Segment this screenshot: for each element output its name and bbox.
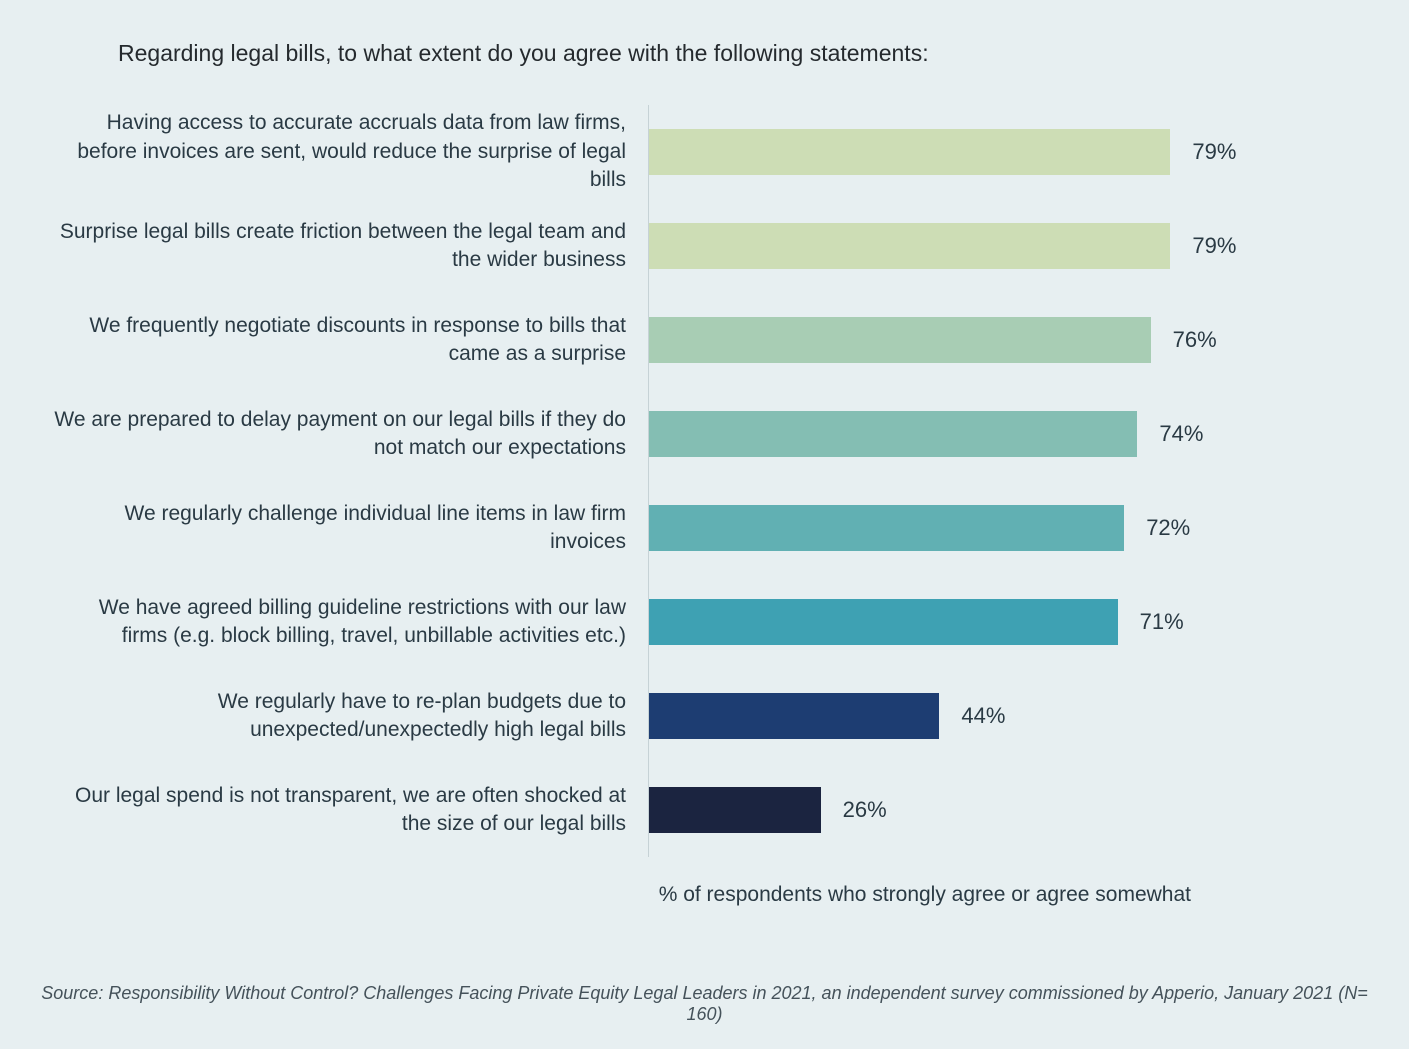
bar [649,693,939,739]
bar-value: 26% [821,797,887,823]
bar-area: 44% [648,669,1361,763]
bar-label: We have agreed billing guideline restric… [48,594,648,651]
bar-label: Having access to accurate accruals data … [48,109,648,194]
bar-area: 72% [648,481,1361,575]
bar-label: We frequently negotiate discounts in res… [48,312,648,369]
bar-area: 76% [648,293,1361,387]
bar [649,599,1118,645]
bar-area: 71% [648,575,1361,669]
bar-value: 76% [1151,327,1217,353]
chart-row: Our legal spend is not transparent, we a… [48,763,1361,857]
bar-area: 26% [648,763,1361,857]
bar [649,411,1137,457]
chart-row: Having access to accurate accruals data … [48,105,1361,199]
chart-row: We regularly challenge individual line i… [48,481,1361,575]
bar-label: Surprise legal bills create friction bet… [48,218,648,275]
bar-value: 79% [1170,233,1236,259]
bar-value: 44% [939,703,1005,729]
chart-row: We regularly have to re-plan budgets due… [48,669,1361,763]
chart-row: We frequently negotiate discounts in res… [48,293,1361,387]
x-axis-label: % of respondents who strongly agree or a… [48,883,1361,907]
bar [649,787,821,833]
bar [649,223,1170,269]
bar [649,317,1151,363]
chart-row: Surprise legal bills create friction bet… [48,199,1361,293]
bar-chart: Having access to accurate accruals data … [48,105,1361,857]
bar-value: 74% [1137,421,1203,447]
bar-label: We are prepared to delay payment on our … [48,406,648,463]
bar-area: 74% [648,387,1361,481]
bar-value: 71% [1118,609,1184,635]
bar-area: 79% [648,199,1361,293]
chart-title: Regarding legal bills, to what extent do… [118,40,1361,67]
bar [649,129,1170,175]
bar-label: We regularly challenge individual line i… [48,500,648,557]
bar [649,505,1124,551]
bar-value: 72% [1124,515,1190,541]
bar-label: We regularly have to re-plan budgets due… [48,688,648,745]
source-footnote: Source: Responsibility Without Control? … [0,983,1409,1025]
bar-area: 79% [648,105,1361,199]
chart-row: We have agreed billing guideline restric… [48,575,1361,669]
bar-value: 79% [1170,139,1236,165]
bar-label: Our legal spend is not transparent, we a… [48,782,648,839]
chart-row: We are prepared to delay payment on our … [48,387,1361,481]
